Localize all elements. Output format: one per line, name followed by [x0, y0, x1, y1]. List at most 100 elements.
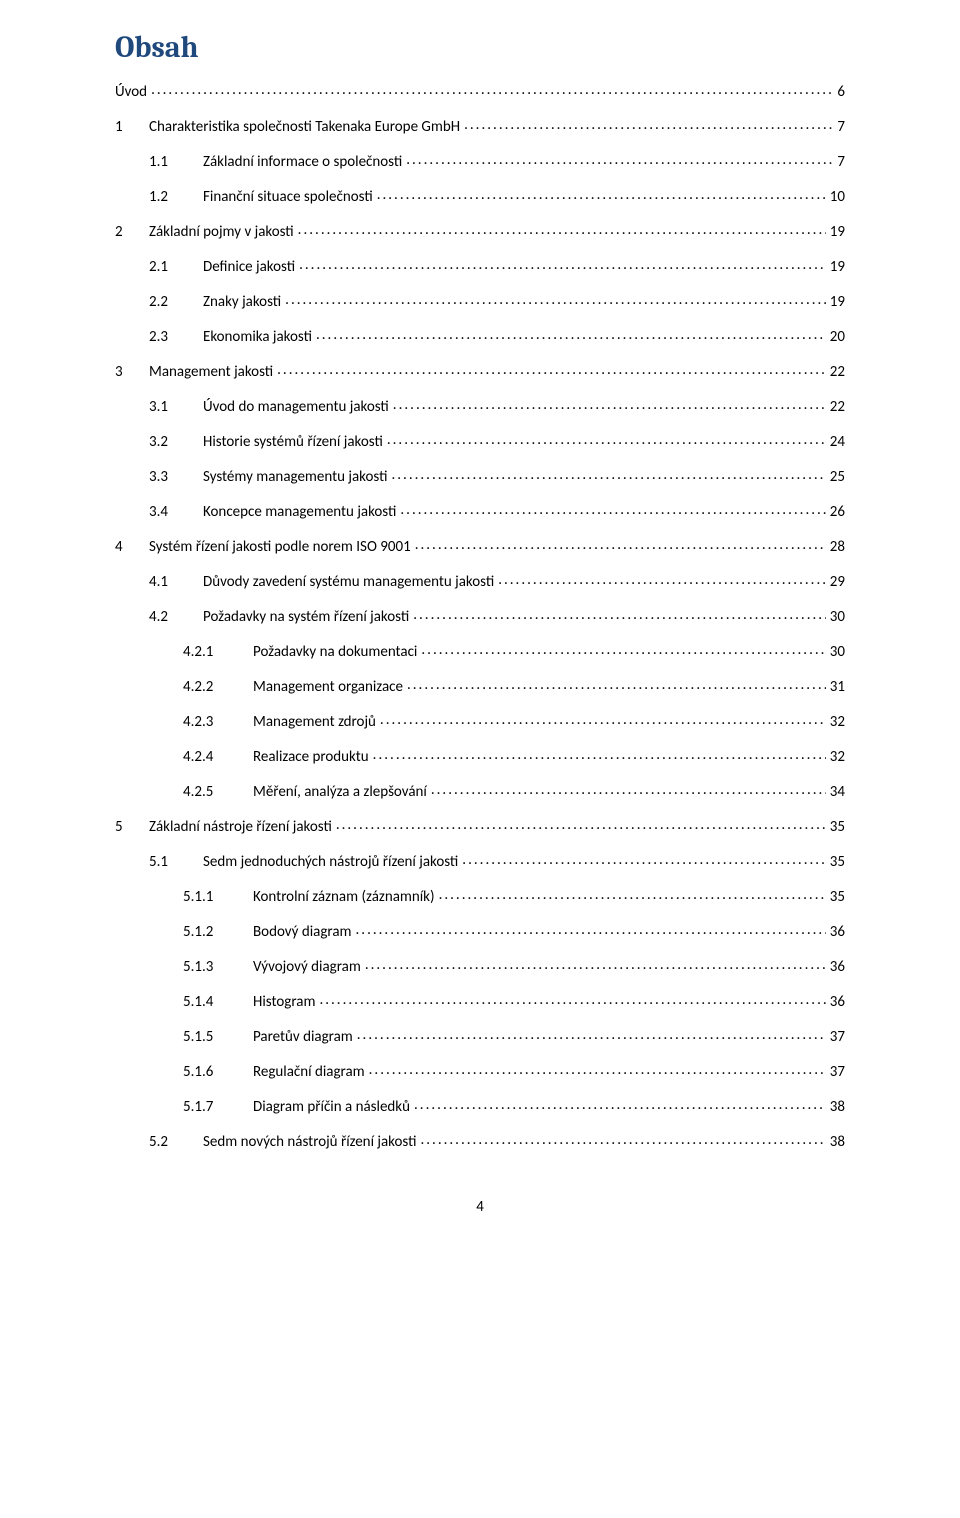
toc-entry: 5.2Sedm nových nástrojů řízení jakosti 38	[115, 1123, 845, 1158]
toc-leader-dots	[373, 746, 826, 761]
toc-entry-number: 3.2	[149, 433, 203, 451]
toc-entry-title: Finanční situace společnosti	[203, 188, 373, 206]
toc-leader-dots	[151, 81, 833, 96]
toc-entry-number: 5.1.5	[183, 1028, 253, 1046]
toc-entry: 5.1.2Bodový diagram 36	[115, 913, 845, 948]
toc-entry: 4.2Požadavky na systém řízení jakosti30	[115, 598, 845, 633]
toc-entry: 2.3Ekonomika jakosti20	[115, 318, 845, 353]
toc-entry-title: Management organizace	[253, 678, 403, 696]
toc-entry-number: 2.1	[149, 258, 203, 276]
toc-leader-dots	[277, 361, 826, 376]
toc-leader-dots	[369, 1061, 826, 1076]
toc-leader-dots	[413, 606, 826, 621]
toc-leader-dots	[336, 816, 826, 831]
toc-leader-dots	[400, 501, 825, 516]
toc-entry-title: Management jakosti	[149, 363, 273, 381]
toc-entry-number: 4.2.2	[183, 678, 253, 696]
toc-entry-title: Základní informace o společnosti	[203, 153, 402, 171]
toc-entry-page: 37	[830, 1028, 845, 1046]
toc-entry-title: Sedm jednoduchých nástrojů řízení jakost…	[203, 853, 458, 871]
toc-entry-page: 19	[830, 258, 845, 276]
toc-leader-dots	[299, 256, 826, 271]
toc-entry-number: 4	[115, 538, 149, 556]
toc-entry: 4.2.4Realizace produktu32	[115, 738, 845, 773]
toc-entry: 2.2Znaky jakosti19	[115, 283, 845, 318]
toc-entry-title: Základní pojmy v jakosti	[149, 223, 294, 241]
toc-leader-dots	[377, 186, 826, 201]
toc-entry-number: 4.2.4	[183, 748, 253, 766]
toc-entry-number: 5.1.6	[183, 1063, 253, 1081]
toc-entry-number: 5.1.2	[183, 923, 253, 941]
toc-entry-page: 35	[830, 818, 845, 836]
toc-entry-title: Systémy managementu jakosti	[203, 468, 387, 486]
toc-entry-number: 5.2	[149, 1133, 203, 1151]
toc-entry: 3.1Úvod do managementu jakosti22	[115, 388, 845, 423]
toc-entry-page: 36	[830, 923, 845, 941]
toc-entry-number: 3	[115, 363, 149, 381]
toc-entry-number: 5.1	[149, 853, 203, 871]
toc-entry-page: 30	[830, 643, 845, 661]
toc-entry-title: Histogram	[253, 993, 315, 1011]
toc-entry-title: Sedm nových nástrojů řízení jakosti	[203, 1133, 416, 1151]
toc-entry-page: 26	[830, 503, 845, 521]
toc-entry-page: 30	[830, 608, 845, 626]
toc-entry-number: 4.1	[149, 573, 203, 591]
toc-entry-page: 28	[830, 538, 845, 556]
toc-entry: 5.1.3Vývojový diagram36	[115, 948, 845, 983]
toc-entry-title: Ekonomika jakosti	[203, 328, 312, 346]
toc-entry: 3.2Historie systémů řízení jakosti 24	[115, 423, 845, 458]
toc-entry-number: 3.4	[149, 503, 203, 521]
toc-leader-dots	[420, 1131, 825, 1146]
toc-entry-number: 2.2	[149, 293, 203, 311]
toc-entry: 2Základní pojmy v jakosti19	[115, 213, 845, 248]
toc-entry: 4.2.5Měření, analýza a zlepšování34	[115, 773, 845, 808]
document-page: Obsah Úvod61Charakteristika společnosti …	[0, 0, 960, 1246]
toc-entry-number: 5.1.4	[183, 993, 253, 1011]
toc-entry: 5.1Sedm jednoduchých nástrojů řízení jak…	[115, 843, 845, 878]
toc-leader-dots	[285, 291, 826, 306]
toc-entry-title: Charakteristika společnosti Takenaka Eur…	[149, 118, 460, 136]
toc-entry: 5.1.4Histogram 36	[115, 983, 845, 1018]
toc-entry-number: 5.1.7	[183, 1098, 253, 1116]
toc-entry: 1Charakteristika společnosti Takenaka Eu…	[115, 108, 845, 143]
toc-leader-dots	[380, 711, 826, 726]
toc-leader-dots	[365, 956, 826, 971]
toc-entry: 5.1.7Diagram příčin a následků38	[115, 1088, 845, 1123]
toc-entry-number: 2.3	[149, 328, 203, 346]
toc-entry: 4.2.3Management zdrojů32	[115, 703, 845, 738]
toc-entry-title: Důvody zavedení systému managementu jako…	[203, 573, 494, 591]
toc-entry-page: 22	[830, 398, 845, 416]
toc-leader-dots	[393, 396, 826, 411]
toc-leader-dots	[406, 151, 833, 166]
toc-entry-page: 36	[830, 993, 845, 1011]
toc-leader-dots	[421, 641, 825, 656]
toc-leader-dots	[356, 921, 826, 936]
toc-entry-title: Realizace produktu	[253, 748, 369, 766]
toc-entry: 5Základní nástroje řízení jakosti35	[115, 808, 845, 843]
toc-entry-page: 35	[830, 853, 845, 871]
toc-leader-dots	[464, 116, 833, 131]
toc-leader-dots	[462, 851, 825, 866]
toc-entry-title: Definice jakosti	[203, 258, 295, 276]
toc-entry-title: Paretův diagram	[253, 1028, 353, 1046]
toc-entry-page: 38	[830, 1133, 845, 1151]
toc-entry-number: 2	[115, 223, 149, 241]
toc-entry-title: Úvod	[115, 83, 147, 101]
toc-entry-title: Management zdrojů	[253, 713, 376, 731]
toc-entry: 4.1Důvody zavedení systému managementu j…	[115, 563, 845, 598]
toc-leader-dots	[498, 571, 826, 586]
toc-entry-page: 24	[830, 433, 845, 451]
toc-entry-title: Vývojový diagram	[253, 958, 361, 976]
toc-entry: 4.2.1Požadavky na dokumentaci30	[115, 633, 845, 668]
toc-entry-page: 7	[837, 153, 845, 171]
toc-entry-number: 5.1.1	[183, 888, 253, 906]
toc-entry-number: 4.2.1	[183, 643, 253, 661]
toc-entry-page: 10	[830, 188, 845, 206]
toc-entry-title: Měření, analýza a zlepšování	[253, 783, 427, 801]
toc-entry-page: 38	[830, 1098, 845, 1116]
toc-entry-page: 22	[830, 363, 845, 381]
toc-entry-title: Historie systémů řízení jakosti	[203, 433, 383, 451]
toc-entry-page: 19	[830, 293, 845, 311]
page-number: 4	[115, 1158, 845, 1216]
toc-entry-title: Bodový diagram	[253, 923, 352, 941]
